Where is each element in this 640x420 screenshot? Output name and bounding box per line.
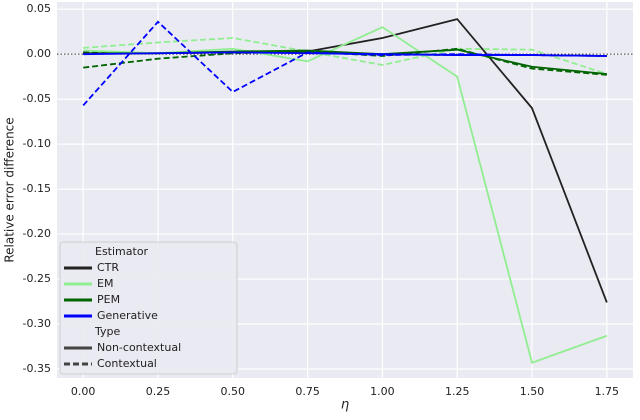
- legend-label: EM: [97, 277, 113, 290]
- x-tick-label: 0.00: [71, 385, 96, 398]
- x-tick-label: 1.00: [370, 385, 395, 398]
- legend-box: [59, 241, 238, 375]
- legend-label: CTR: [97, 261, 119, 274]
- x-tick-label: 0.50: [221, 385, 246, 398]
- y-tick-label: -0.15: [23, 182, 51, 195]
- legend-label: Contextual: [97, 357, 157, 370]
- legend-label: PEM: [97, 293, 120, 306]
- y-tick-label: -0.30: [23, 317, 51, 330]
- x-tick-label: 1.25: [445, 385, 470, 398]
- y-tick-label: -0.05: [23, 92, 51, 105]
- legend-label: Generative: [97, 309, 158, 322]
- y-axis-label: Relative error difference: [3, 117, 17, 262]
- series-line: [82, 20, 607, 107]
- y-tick-label: -0.35: [23, 362, 51, 375]
- legend-title: Type: [94, 325, 120, 338]
- y-tick-label: -0.10: [23, 137, 51, 150]
- y-tick-label: 0.00: [27, 47, 52, 60]
- legend-label: Non-contextual: [97, 341, 181, 354]
- x-tick-label: 1.75: [595, 385, 620, 398]
- series-line: [83, 37, 608, 75]
- y-tick-label: -0.20: [23, 227, 51, 240]
- y-tick-label: -0.25: [23, 272, 51, 285]
- x-tick-label: 0.25: [146, 385, 171, 398]
- x-tick-label: 1.50: [520, 385, 545, 398]
- y-tick-label: 0.05: [27, 2, 52, 15]
- x-axis-label: η: [341, 398, 349, 413]
- x-tick-label: 0.75: [295, 385, 320, 398]
- legend-title: Estimator: [95, 245, 149, 258]
